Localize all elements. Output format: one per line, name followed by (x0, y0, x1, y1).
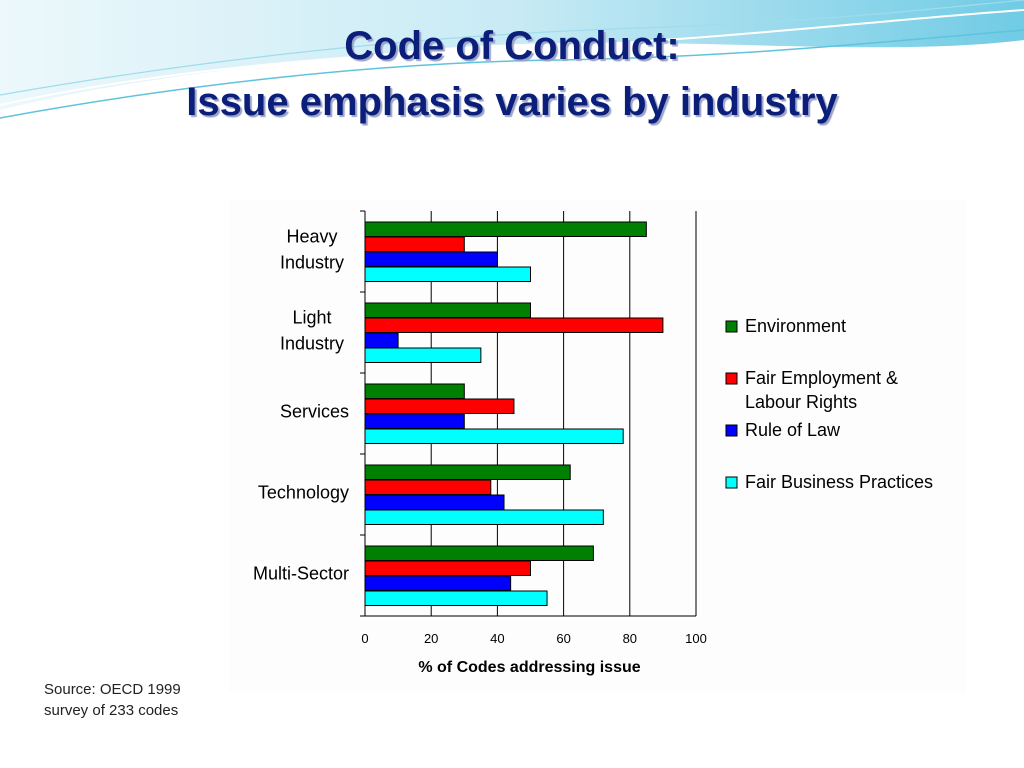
bar-fair-business-practices-1 (364, 347, 482, 363)
legend-label: Rule of Law (745, 420, 841, 440)
bar-fair-business-practices-0 (364, 266, 531, 282)
legend-label: Labour Rights (745, 392, 857, 412)
legend-swatch (725, 424, 738, 437)
legend-swatch (725, 320, 738, 333)
bar-fair-employment--4 (364, 560, 531, 576)
bar-rule-of-law-2 (364, 413, 465, 429)
category-label: Multi-Sector (253, 564, 349, 584)
header-wave-decoration (0, 0, 1024, 119)
bar-rule-of-law-1 (364, 332, 399, 348)
bar-chart: 0 20 40 60 80 100 % of Codes addressing issue H… (253, 210, 933, 676)
x-tick-label-80: 80 (623, 631, 637, 646)
chart-area: 0 20 40 60 80 100 % of Codes addressing issue H… (229, 200, 966, 693)
x-tick-label-100: 100 (685, 631, 707, 646)
slide-title-line-1: Code of Conduct: (344, 24, 680, 68)
legend-swatch (725, 372, 738, 385)
legend-label: Fair Employment & (745, 368, 898, 388)
bar-fair-employment--1 (364, 317, 664, 333)
category-label: Industry (280, 334, 344, 354)
bar-fair-business-practices-4 (364, 590, 548, 606)
category-label: Heavy (286, 227, 337, 247)
bar-fair-employment--3 (364, 479, 492, 495)
category-label: Technology (258, 483, 349, 503)
category-label: Light (292, 308, 331, 328)
bar-environment-4 (364, 545, 594, 561)
slide-title-line-2: Issue emphasis varies by industry (186, 80, 838, 124)
x-tick-label-0: 0 (361, 631, 368, 646)
bar-fair-business-practices-3 (364, 509, 604, 525)
bar-fair-business-practices-2 (364, 428, 624, 444)
category-label: Industry (280, 253, 344, 273)
legend-label: Fair Business Practices (745, 472, 933, 492)
bar-environment-2 (364, 383, 465, 399)
legend-swatch (725, 476, 738, 489)
category-label: Services (280, 402, 349, 422)
legend-label: Environment (745, 316, 846, 336)
x-axis-label: % of Codes addressing issue (418, 659, 640, 676)
source-note-line-2: survey of 233 codes (44, 702, 179, 719)
bar-environment-3 (364, 464, 571, 480)
x-tick-label-40: 40 (490, 631, 504, 646)
bar-rule-of-law-3 (364, 494, 505, 510)
bar-environment-0 (364, 221, 647, 237)
bar-fair-employment--0 (364, 236, 465, 252)
x-tick-label-60: 60 (556, 631, 570, 646)
bar-environment-1 (364, 302, 531, 318)
bar-fair-employment--2 (364, 398, 515, 414)
bar-rule-of-law-4 (364, 575, 512, 591)
bar-rule-of-law-0 (364, 251, 498, 267)
x-tick-label-20: 20 (424, 631, 438, 646)
source-note-line-1: Source: OECD 1999 (44, 681, 181, 698)
